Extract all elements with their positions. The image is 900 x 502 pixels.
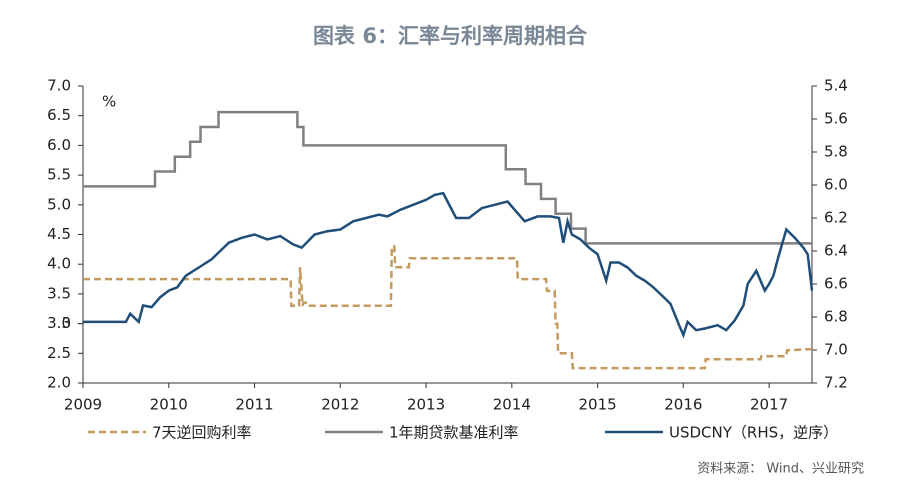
y-tick-label: 3 (61, 314, 71, 332)
y2-tick-label: 5.4 (824, 77, 848, 95)
y2-tick-label: 5.6 (824, 110, 848, 128)
source: 资料来源： Wind、兴业研究 (697, 462, 864, 477)
series-line (83, 110, 812, 245)
x-tick-label: 2015 (578, 396, 616, 414)
y2-tick-label: 7.2 (824, 374, 848, 392)
x-tick-label: 2012 (321, 396, 359, 414)
chart-title: 图表 6：汇率与利率周期相合 (313, 24, 588, 48)
y-unit: % (102, 93, 116, 111)
x-tick-label: 2016 (664, 396, 702, 414)
y-tick-label: 7.0 (47, 77, 71, 95)
x-tick-label: 2013 (407, 396, 445, 414)
series-line (83, 245, 813, 370)
legend-label: 7天逆回购利率 (152, 424, 252, 442)
y-tick-label: 6.5 (47, 106, 71, 124)
legend-label: 1年期贷款基准利率 (389, 424, 519, 442)
y2-tick-label: 5.8 (824, 143, 848, 161)
y-tick-label: 5.0 (47, 195, 71, 213)
y-tick-label: 6.0 (47, 136, 71, 154)
y-tick-label: 5.5 (47, 166, 71, 184)
x-tick-label: 2011 (235, 396, 273, 414)
y-tick-label: 3.5 (47, 284, 71, 302)
y-tick-label: 2.0 (47, 374, 71, 392)
y-tick-label: 3.0 (47, 314, 71, 332)
x-tick-label: 2010 (150, 396, 188, 414)
x-tick-label: 2017 (750, 396, 788, 414)
y-tick-label: 4.5 (47, 225, 71, 243)
y2-tick-label: 7.0 (824, 341, 848, 359)
y2-tick-label: 6.8 (824, 308, 848, 326)
y-tick-label: 2.5 (47, 344, 71, 362)
y-tick-label: 4.0 (47, 255, 71, 273)
x-tick-label: 2014 (493, 396, 531, 414)
y2-tick-label: 6.0 (824, 176, 848, 194)
series-line (83, 191, 814, 339)
x-tick-label: 2009 (64, 396, 102, 414)
y2-tick-label: 6.6 (824, 275, 848, 293)
legend-label: USDCNY（RHS，逆序） (669, 424, 838, 442)
y2-tick-label: 6.4 (824, 242, 848, 260)
y2-tick-label: 6.2 (824, 209, 848, 227)
